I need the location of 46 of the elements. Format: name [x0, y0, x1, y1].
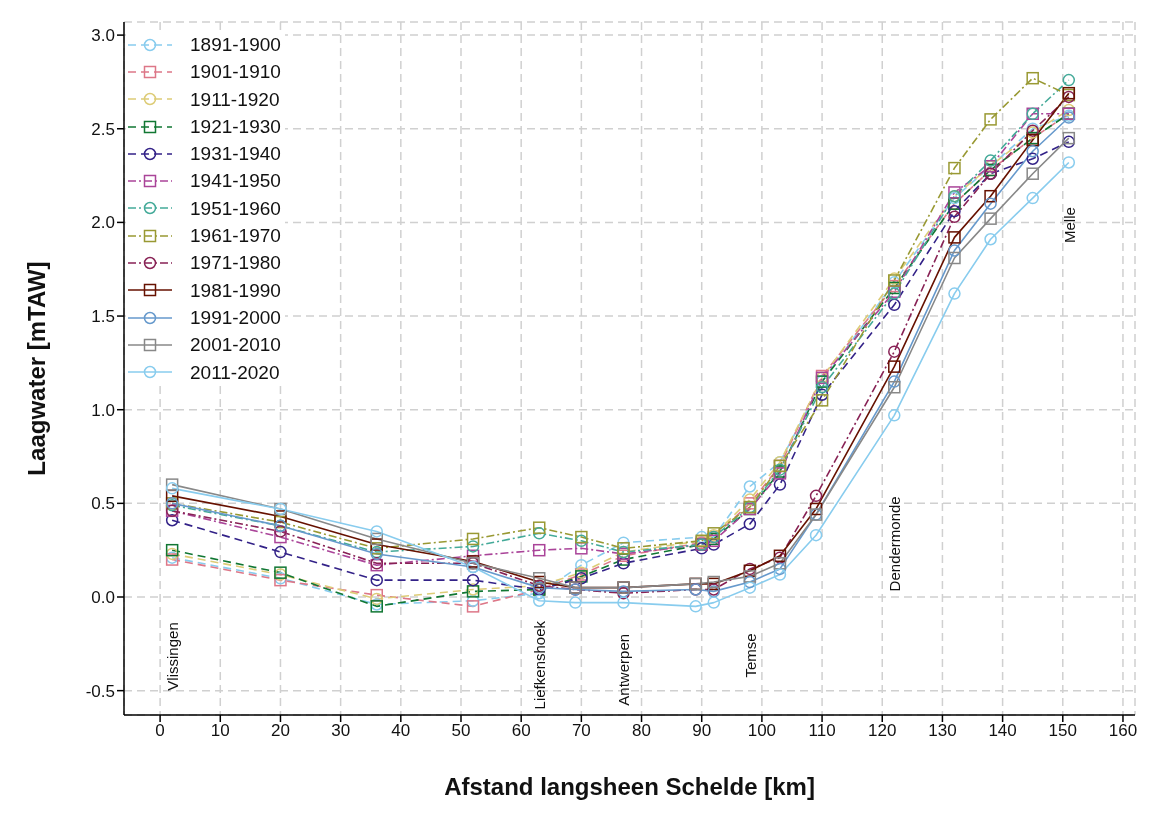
legend-label: 1921-1930 — [190, 114, 281, 139]
annotation: Melle — [1060, 207, 1078, 244]
y-axis-title: Laagwater [mTAW] — [22, 261, 50, 476]
legend-label: 1961-1970 — [190, 224, 281, 249]
legend-label: 1901-1910 — [190, 60, 281, 85]
x-tick-label: 70 — [571, 721, 591, 741]
annotation: Liefkenshoek — [531, 620, 549, 710]
y-tick-label: -0.5 — [85, 681, 115, 701]
legend-label: 1911-1920 — [190, 87, 280, 112]
x-tick-label: 80 — [632, 721, 651, 741]
y-tick-label: 0.5 — [91, 494, 115, 514]
legend-label: 2001-2010 — [190, 333, 281, 358]
x-tick-label: 60 — [511, 721, 531, 741]
x-axis-title: Afstand langsheen Schelde [km] — [444, 773, 815, 800]
x-tick-label: 40 — [391, 721, 411, 741]
x-tick-label: 130 — [928, 721, 957, 741]
y-tick-label: 1.0 — [91, 400, 115, 420]
x-tick-label: 120 — [868, 721, 897, 741]
annotation: Antwerpen — [615, 633, 633, 706]
x-tick-label: 0 — [155, 721, 165, 741]
legend-label: 1931-1940 — [190, 142, 281, 167]
x-tick-label: 110 — [808, 721, 836, 741]
x-tick-label: 30 — [331, 721, 351, 741]
x-tick-label: 90 — [692, 721, 712, 741]
y-tick-label: 3.0 — [91, 26, 115, 46]
annotation: Dendermonde — [886, 496, 904, 592]
x-tick-label: 50 — [451, 721, 471, 741]
legend-label: 1981-1990 — [190, 278, 281, 303]
legend-label: 1971-1980 — [190, 251, 281, 276]
legend-label: 2011-2020 — [190, 360, 280, 385]
y-tick-label: 2.0 — [91, 213, 115, 233]
legend-label: 1951-1960 — [190, 196, 281, 221]
annotation: Temse — [741, 633, 759, 678]
y-tick-label: 2.5 — [91, 119, 115, 139]
x-tick-label: 20 — [271, 721, 290, 741]
x-tick-label: 140 — [988, 721, 1017, 741]
legend-label: 1991-2000 — [190, 305, 281, 330]
x-tick-label: 160 — [1108, 721, 1138, 741]
legend-label: 1891-1900 — [190, 33, 281, 57]
x-tick-label: 10 — [210, 721, 230, 741]
annotation: Vlissingen — [164, 622, 182, 691]
legend-label: 1941-1950 — [190, 169, 281, 194]
x-tick-label: 150 — [1048, 721, 1077, 741]
x-tick-label: 100 — [747, 721, 777, 741]
y-tick-label: 1.5 — [91, 307, 115, 327]
y-tick-label: 0.0 — [91, 588, 115, 608]
